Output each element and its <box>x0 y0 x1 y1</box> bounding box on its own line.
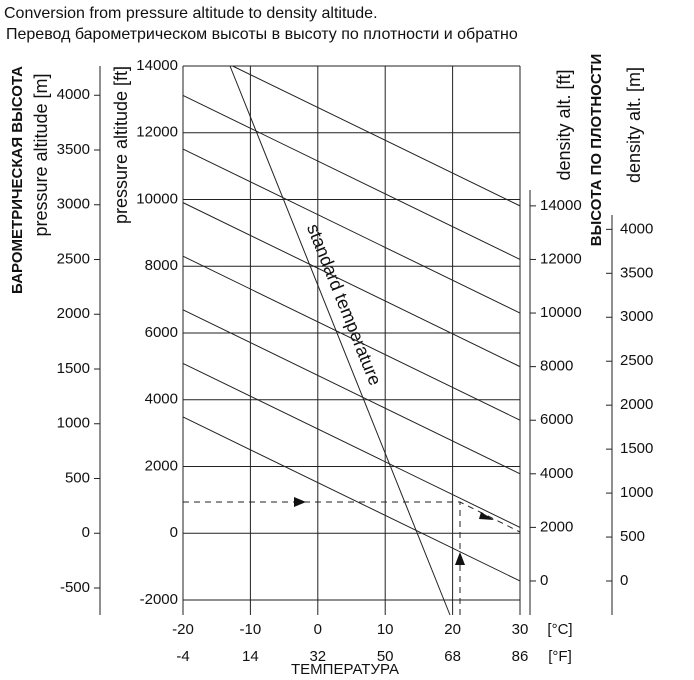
y-m-tick-label: 500 <box>65 469 90 486</box>
y2-m-tick-label: 500 <box>620 528 645 545</box>
y2-tick-label: 14000 <box>540 197 582 214</box>
arrow <box>455 552 465 565</box>
y2-tick-label: 2000 <box>540 518 573 535</box>
y2-tick-label: 10000 <box>540 304 582 321</box>
chart-subtitle: Перевод барометрическом высоты в высоту … <box>6 26 518 43</box>
y-tick-label: -2000 <box>140 591 178 608</box>
y-m-tick-label: 1500 <box>57 360 90 377</box>
y2-tick-label: 8000 <box>540 358 573 375</box>
density-line <box>182 95 521 260</box>
x-tick-label: 30 <box>512 621 529 638</box>
density-line <box>182 255 521 421</box>
y-m-tick-label: 3000 <box>57 196 90 213</box>
density-line <box>182 362 521 528</box>
chart-title: Conversion from pressure altitude to den… <box>4 5 378 22</box>
y-tick-label: 0 <box>170 524 178 541</box>
x2-tick-label: -4 <box>176 648 189 665</box>
x2-tick-label: 68 <box>444 648 461 665</box>
x-tick-label: 10 <box>377 621 394 638</box>
y-m-tick-label: 0 <box>82 524 90 541</box>
y-m-tick-label: 4000 <box>57 86 90 103</box>
y-m-label: pressure altitude [m] <box>31 73 51 236</box>
y-tick-label: 10000 <box>136 190 178 207</box>
x-tick-label: -10 <box>240 621 262 638</box>
y-tick-label: 14000 <box>136 57 178 74</box>
x2-tick-label: 14 <box>242 648 259 665</box>
standard-temperature-line <box>229 65 451 616</box>
y2-m-tick-label: 1000 <box>620 484 653 501</box>
y2-tick-label: 4000 <box>540 465 573 482</box>
y2-m-tick-label: 3000 <box>620 308 653 325</box>
y2-m-tick-label: 3500 <box>620 264 653 281</box>
y-m-tick-label: 1000 <box>57 415 90 432</box>
x-tick-label: 20 <box>444 621 461 638</box>
x-tick-label: -20 <box>172 621 194 638</box>
y2-m-tick-label: 2000 <box>620 396 653 413</box>
x2-tick-label: 86 <box>512 648 529 665</box>
y-tick-label: 12000 <box>136 124 178 141</box>
y2-tick-label: 6000 <box>540 411 573 428</box>
y-m-tick-label: -500 <box>60 579 90 596</box>
curve-label: standard temperature <box>303 221 385 388</box>
y2-m-tick-label: 0 <box>620 572 628 589</box>
y-tick-label: 2000 <box>145 457 178 474</box>
x-unit: [°C] <box>547 621 572 638</box>
y-tick-label: 8000 <box>145 257 178 274</box>
x2-tick-label: 50 <box>377 648 394 665</box>
x-label: ТЕМПЕРАТУРА <box>291 661 399 678</box>
y-m-tick-label: 2000 <box>57 305 90 322</box>
y-tick-label: 6000 <box>145 324 178 341</box>
y-tick-label: 4000 <box>145 391 178 408</box>
arrow <box>294 497 306 507</box>
density-line <box>182 148 521 314</box>
density-line <box>182 202 521 368</box>
y2-ru-label: ВЫСОТА ПО ПЛОТНОСТИ <box>588 54 605 247</box>
y2-m-label: density alt. [m] <box>624 67 644 183</box>
y2-tick-label: 12000 <box>540 250 582 267</box>
density-line <box>182 309 521 475</box>
x-tick-label: 0 <box>314 621 322 638</box>
example-path <box>183 501 521 615</box>
y-m-tick-label: 3500 <box>57 141 90 158</box>
y-m-tick-label: 2500 <box>57 250 90 267</box>
density-line <box>182 416 521 582</box>
arrow <box>479 512 494 520</box>
y2-tick-label: 0 <box>540 572 548 589</box>
y2-m-tick-label: 4000 <box>620 220 653 237</box>
y2-label: density alt. [ft] <box>554 69 574 180</box>
x2-unit: [°F] <box>548 648 572 665</box>
y-label: pressure altitude [ft] <box>111 66 131 224</box>
y-ru-label: БАРОМЕТРИЧЕСКАЯ ВЫСОТА <box>9 66 26 294</box>
y2-m-tick-label: 1500 <box>620 440 653 457</box>
x2-tick-label: 32 <box>309 648 326 665</box>
density-line <box>232 65 521 207</box>
y2-m-tick-label: 2500 <box>620 352 653 369</box>
